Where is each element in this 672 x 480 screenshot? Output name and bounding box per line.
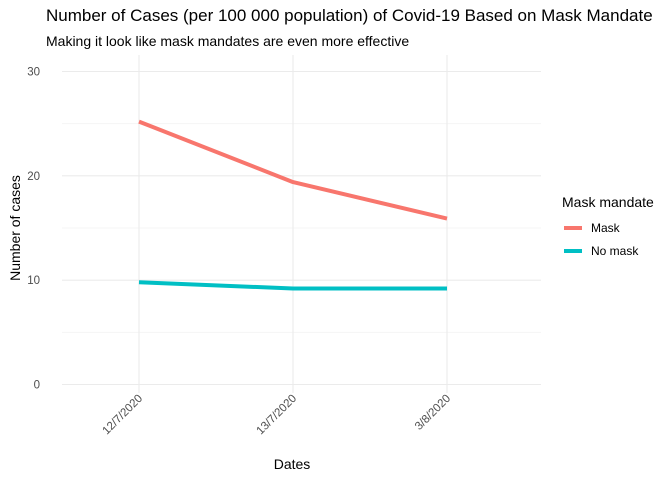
chart-title: Number of Cases (per 100 000 population)… (46, 6, 653, 25)
grid-lines (62, 55, 541, 393)
legend: Mask mandate Mask No mask (562, 194, 654, 258)
y-tick-label: 10 (27, 275, 40, 287)
x-tick-label: 13/7/2020 (254, 393, 299, 438)
y-tick-label: 20 (27, 171, 40, 183)
legend-label: Mask (591, 221, 621, 235)
y-tick-label: 0 (34, 380, 40, 392)
x-tick-label: 12/7/2020 (100, 393, 145, 438)
legend-label: No mask (591, 244, 639, 258)
legend-title: Mask mandate (562, 194, 654, 210)
y-axis-label: Number of cases (7, 175, 23, 281)
x-axis-ticks: 12/7/2020 13/7/2020 3/8/2020 (100, 393, 453, 438)
y-axis-ticks: 0 10 20 30 (27, 67, 40, 392)
series-line-mask (138, 119, 448, 221)
x-axis-label: Dates (274, 456, 311, 472)
x-tick-label: 3/8/2020 (413, 393, 453, 433)
series-line-no-mask (138, 280, 447, 291)
chart-subtitle: Making it look like mask mandates are ev… (46, 33, 410, 49)
series-lines (138, 119, 448, 291)
y-tick-label: 30 (27, 67, 40, 79)
